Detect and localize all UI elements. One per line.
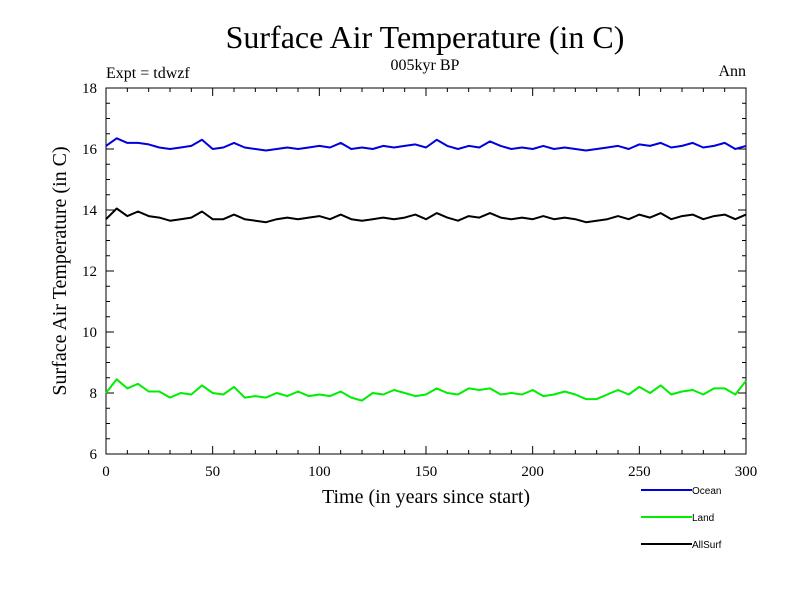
chart-subtitle: 005kyr BP [391, 57, 460, 74]
y-tick-label: 14 [82, 203, 98, 219]
legend-label-land: Land [692, 513, 714, 524]
x-tick-label: 200 [521, 464, 544, 480]
chart-title: Surface Air Temperature (in C) [226, 19, 625, 55]
y-axis-label: Surface Air Temperature (in C) [49, 146, 71, 395]
y-tick-label: 6 [90, 447, 98, 463]
x-axis-label: Time (in years since start) [322, 486, 530, 508]
plot-frame [105, 87, 747, 455]
legend-label-allsurf: AllSurf [692, 540, 722, 551]
x-tick-label: 100 [308, 464, 331, 480]
season-label: Ann [718, 63, 746, 80]
y-tick-label: 18 [82, 81, 97, 97]
series-line-ocean [105, 137, 747, 152]
y-tick-label: 10 [82, 325, 97, 341]
legend-label-ocean: Ocean [692, 486, 721, 497]
y-tick-label: 16 [82, 142, 98, 158]
y-tick-label: 8 [90, 386, 98, 402]
y-tick-label: 12 [82, 264, 97, 280]
x-tick-label: 250 [628, 464, 651, 480]
x-tick-label: 300 [735, 464, 758, 480]
plot-area: 0 50 100 150 200 250 300 6 8 10 12 14 16 18 Ocean Land A… [82, 81, 757, 551]
x-tick-label: 0 [102, 464, 110, 480]
series-line-allsurf [105, 207, 747, 224]
x-tick-label: 150 [415, 464, 438, 480]
series-line-land [105, 378, 747, 402]
experiment-label: Expt = tdwzf [106, 65, 190, 82]
x-tick-label: 50 [205, 464, 220, 480]
